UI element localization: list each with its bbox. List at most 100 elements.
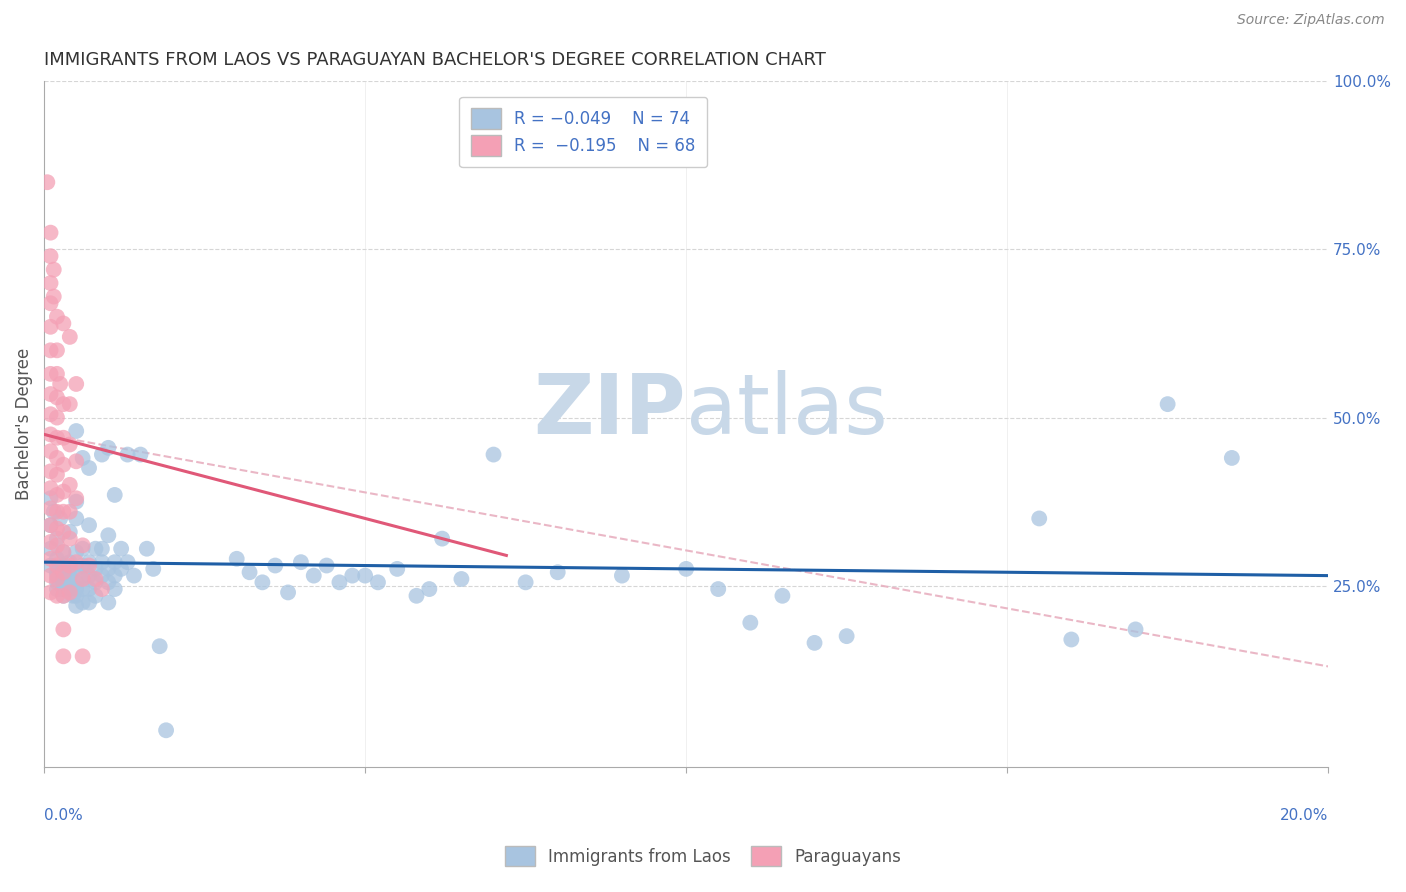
Point [290, 555, 312, 569]
Point [155, 723, 177, 738]
Point [354, 568, 377, 582]
Point [117, 448, 139, 462]
Point [42, 262, 65, 277]
Point [52, 623, 75, 637]
Point [835, 629, 858, 643]
Point [46, 367, 69, 381]
Point [46, 558, 69, 573]
Point [52, 649, 75, 664]
Point [142, 562, 165, 576]
Point [65, 511, 87, 525]
Point [72, 595, 94, 609]
Legend: Immigrants from Laos, Paraguayans: Immigrants from Laos, Paraguayans [496, 838, 910, 875]
Point [46, 538, 69, 552]
Point [39, 501, 62, 516]
Point [39, 367, 62, 381]
Point [547, 566, 569, 580]
Point [90, 448, 112, 462]
Point [46, 566, 69, 580]
Point [39, 387, 62, 401]
Point [52, 524, 75, 539]
Point [52, 566, 75, 580]
Point [46, 450, 69, 465]
Point [39, 249, 62, 263]
Point [65, 424, 87, 438]
Point [46, 582, 69, 596]
Point [52, 558, 75, 573]
Point [59, 555, 82, 569]
Text: 20.0%: 20.0% [1279, 808, 1329, 823]
Point [770, 589, 793, 603]
Point [328, 575, 350, 590]
Point [46, 572, 69, 586]
Point [42, 505, 65, 519]
Point [97, 575, 120, 590]
Point [46, 410, 69, 425]
Point [264, 558, 287, 573]
Point [49, 511, 72, 525]
Point [39, 491, 62, 506]
Point [52, 589, 75, 603]
Point [84, 572, 107, 586]
Point [84, 562, 107, 576]
Point [65, 575, 87, 590]
Point [90, 568, 112, 582]
Point [225, 551, 247, 566]
Point [77, 558, 100, 573]
Point [675, 562, 697, 576]
Point [52, 572, 75, 586]
Point [1028, 511, 1050, 525]
Point [72, 568, 94, 582]
Point [1060, 632, 1083, 647]
Point [77, 555, 100, 569]
Point [39, 276, 62, 290]
Point [39, 464, 62, 478]
Point [72, 558, 94, 573]
Point [65, 494, 87, 508]
Point [77, 518, 100, 533]
Point [387, 562, 409, 576]
Point [52, 582, 75, 596]
Point [72, 649, 94, 664]
Point [342, 568, 364, 582]
Point [252, 575, 274, 590]
Point [97, 528, 120, 542]
Point [39, 427, 62, 442]
Point [430, 532, 453, 546]
Point [52, 575, 75, 590]
Point [59, 505, 82, 519]
Point [65, 454, 87, 468]
Point [110, 541, 132, 556]
Point [52, 458, 75, 472]
Point [104, 568, 127, 582]
Point [46, 532, 69, 546]
Point [65, 491, 87, 506]
Point [59, 437, 82, 451]
Point [97, 441, 120, 455]
Point [46, 551, 69, 566]
Point [97, 562, 120, 576]
Point [39, 319, 62, 334]
Point [46, 343, 69, 358]
Point [59, 397, 82, 411]
Point [46, 505, 69, 519]
Point [65, 376, 87, 391]
Point [49, 376, 72, 391]
Point [135, 541, 157, 556]
Point [59, 562, 82, 576]
Point [37, 175, 59, 189]
Point [52, 484, 75, 499]
Point [707, 582, 730, 596]
Point [39, 407, 62, 421]
Point [59, 478, 82, 492]
Point [59, 524, 82, 539]
Point [315, 558, 337, 573]
Point [52, 505, 75, 519]
Point [65, 545, 87, 559]
Point [104, 582, 127, 596]
Point [59, 575, 82, 590]
Point [65, 562, 87, 576]
Point [52, 431, 75, 445]
Point [59, 532, 82, 546]
Point [52, 317, 75, 331]
